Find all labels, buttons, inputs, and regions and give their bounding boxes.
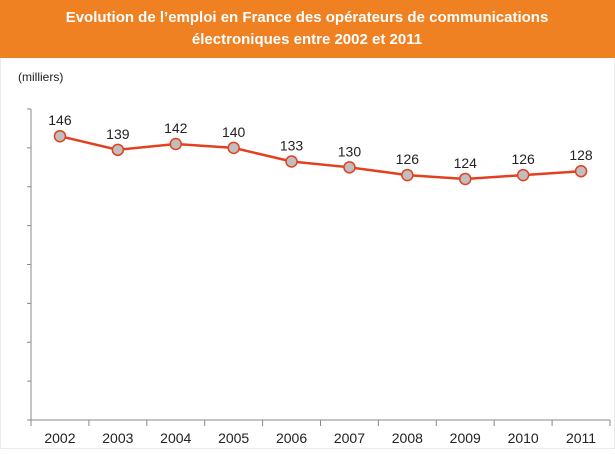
data-label: 126 (511, 151, 535, 167)
marker (53, 129, 67, 143)
data-label: 140 (222, 124, 246, 140)
data-label: 128 (569, 147, 593, 163)
data-label: 146 (48, 112, 72, 128)
line (59, 134, 582, 181)
data-label: 124 (454, 155, 478, 171)
marker (459, 172, 472, 186)
x-tick-label: 2011 (566, 430, 596, 446)
data-label: 133 (280, 137, 304, 153)
chart-title: électroniques entre 2002 et 2011 (192, 31, 422, 48)
x-tick-label: 2010 (508, 430, 539, 446)
marker (285, 155, 298, 168)
x-tick-label: 2008 (392, 430, 423, 446)
x-tick-label: 2009 (450, 430, 481, 446)
header-band (0, 0, 615, 58)
x-tick-label: 2006 (276, 430, 307, 446)
y-axis-label: (milliers) (18, 70, 63, 84)
x-tick-label: 2004 (160, 430, 191, 446)
x-tick-label: 2005 (218, 430, 249, 446)
x-tick-label: 2003 (102, 430, 133, 446)
data-label: 130 (338, 143, 362, 159)
marker (516, 168, 530, 182)
x-tick-label: 2007 (334, 430, 365, 446)
data-label: 139 (106, 126, 130, 142)
marker (574, 164, 588, 178)
marker (111, 143, 125, 157)
data-label: 142 (164, 120, 188, 136)
x-tick-label: 2002 (44, 430, 75, 446)
marker (343, 161, 356, 174)
chart-title: Evolution de l’emploi en France des opér… (66, 9, 549, 26)
marker (401, 168, 414, 182)
data-label: 126 (396, 151, 420, 167)
marker (227, 141, 240, 155)
marker (169, 137, 182, 151)
